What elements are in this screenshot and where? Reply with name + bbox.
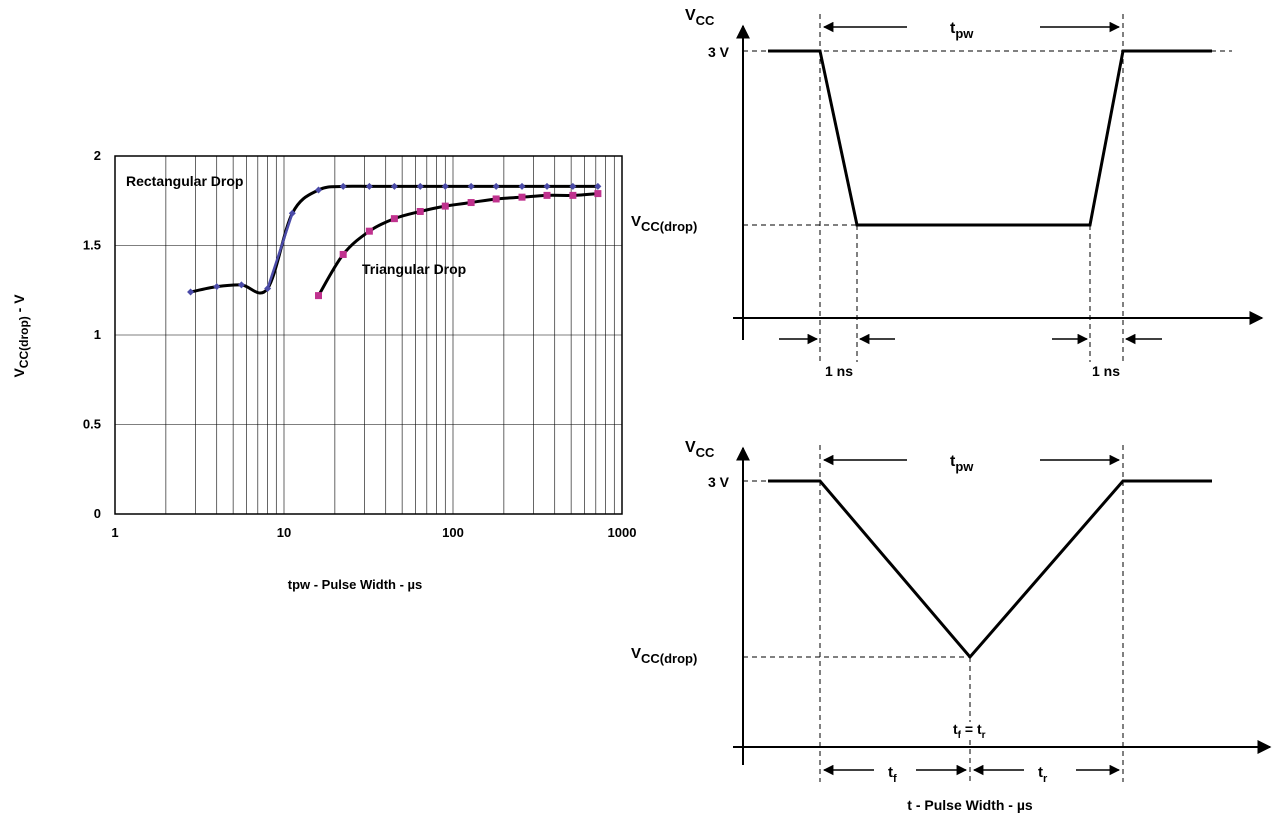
vcc-drop-vs-pulse-width-chart: 1 10 100 1000 0 0.5 1 1.5 2 Rectangular Drop Tri…	[11, 148, 636, 592]
chart-series-group	[187, 182, 602, 300]
bottom-vcc-axis-label: VCC	[685, 439, 715, 460]
rectangular-drop-point	[467, 182, 475, 190]
top-tpw-main: t	[950, 20, 956, 37]
bottom-eq-tf-main: t	[953, 721, 958, 737]
top-tpw-sub: pw	[955, 26, 974, 41]
rectangular-drop-point	[314, 186, 322, 194]
triangular-drop-point	[492, 195, 500, 203]
chart-grid	[115, 155, 623, 515]
rectangular-drop-point	[187, 288, 195, 296]
top-left-edge-label: 1 ns	[825, 363, 853, 379]
rectangular-drop-point	[569, 182, 577, 190]
rectangular-drop-point	[492, 182, 500, 190]
rectangular-drop-steep-segment	[266, 212, 294, 289]
x-tick-label: 1	[111, 525, 118, 540]
bottom-vdrop-label: VCC(drop)	[631, 645, 697, 666]
rectangular-drop-point	[213, 283, 221, 291]
bottom-tf-eq-tr-label: tf = tr	[953, 721, 986, 741]
triangular-drop-point	[441, 202, 449, 210]
bottom-eq-tr-sub: r	[982, 730, 986, 741]
bottom-tr-sub: r	[1043, 773, 1048, 785]
chart-tick-labels: 1 10 100 1000 0 0.5 1 1.5 2	[83, 148, 637, 540]
bottom-tpw-sub: pw	[955, 459, 974, 474]
bottom-tf-label: tf	[888, 764, 897, 785]
triangular-drop-point	[467, 199, 475, 207]
top-vdrop-sub: CC(drop)	[641, 219, 697, 234]
rectangular-drop-point	[416, 182, 424, 190]
rectangular-drop-point	[288, 209, 296, 217]
x-tick-label: 10	[277, 525, 291, 540]
bottom-eq-tf-sub: f	[958, 730, 962, 741]
triangular-drop-point	[518, 193, 526, 201]
triangular-drop-point	[314, 292, 322, 300]
triangular-drop-point	[339, 250, 347, 258]
bottom-tr-main: t	[1038, 764, 1043, 781]
top-right-edge-label: 1 ns	[1092, 363, 1120, 379]
rectangular-drop-point	[237, 281, 245, 289]
rectangular-drop-point	[390, 182, 398, 190]
rectangular-drop-point	[441, 182, 449, 190]
y-tick-label: 2	[94, 148, 101, 163]
x-axis-label: tpw - Pulse Width - µs	[288, 577, 422, 592]
triangular-drop-point	[390, 215, 398, 223]
bottom-vdrop-main: V	[631, 645, 641, 662]
y-tick-label: 0.5	[83, 417, 101, 432]
bottom-tf-main: t	[888, 764, 893, 781]
triangular-drop-point	[569, 191, 577, 199]
y-tick-label: 1.5	[83, 238, 101, 253]
top-waveform	[768, 49, 1212, 227]
rectangular-drop-point	[518, 182, 526, 190]
bottom-3v-label: 3 V	[708, 474, 730, 490]
rectangular-drop-point	[543, 182, 551, 190]
bottom-tpw-label: tpw	[950, 453, 974, 474]
y-axis-label-sub: CC(drop)	[17, 316, 31, 368]
x-tick-label: 100	[442, 525, 464, 540]
plot-frame	[114, 155, 623, 515]
triangular-drop-timing-diagram: tpw tf = tr tf tr t - Pulse Width - µs V…	[631, 439, 1272, 813]
y-tick-label: 0	[94, 506, 101, 521]
y-axis-label: VCC(drop) - V	[11, 294, 31, 378]
triangular-drop-point	[594, 190, 602, 198]
top-vcc-axis-label: VCC	[685, 7, 715, 28]
x-tick-label: 1000	[608, 525, 637, 540]
rectangular-drop-point	[594, 182, 602, 190]
top-vcc-main: V	[685, 7, 696, 24]
rectangular-drop-point	[365, 182, 373, 190]
bottom-vcc-sub: CC	[696, 445, 715, 460]
top-vcc-sub: CC	[696, 13, 715, 28]
rectangular-drop-timing-diagram: tpw 1 ns 1 ns VCC 3 V VCC(drop)	[631, 7, 1264, 379]
triangular-drop-point	[416, 207, 424, 215]
rectangular-drop-point	[339, 182, 347, 190]
top-3v-label: 3 V	[708, 44, 730, 60]
y-tick-label: 1	[94, 327, 101, 342]
bottom-waveform	[768, 479, 1212, 660]
series-label-triangular: Triangular Drop	[362, 261, 466, 277]
triangular-drop-point	[543, 191, 551, 199]
top-tpw-label: tpw	[950, 20, 974, 41]
bottom-x-axis-label: t - Pulse Width - µs	[907, 797, 1033, 813]
bottom-tpw-main: t	[950, 453, 956, 470]
top-vdrop-label: VCC(drop)	[631, 213, 697, 234]
bottom-eq-mid: = t	[961, 721, 982, 737]
y-axis-label-main: V	[11, 368, 27, 378]
top-vdrop-main: V	[631, 213, 641, 230]
y-axis-label-suffix: - V	[11, 294, 27, 316]
series-label-rectangular: Rectangular Drop	[126, 173, 243, 189]
triangular-drop-curve	[317, 192, 598, 297]
bottom-vdrop-sub: CC(drop)	[641, 651, 697, 666]
triangular-drop-point	[365, 227, 373, 235]
bottom-vcc-main: V	[685, 439, 696, 456]
bottom-tf-sub: f	[893, 773, 897, 785]
bottom-tr-label: tr	[1038, 764, 1048, 785]
rectangular-drop-point	[264, 284, 272, 292]
